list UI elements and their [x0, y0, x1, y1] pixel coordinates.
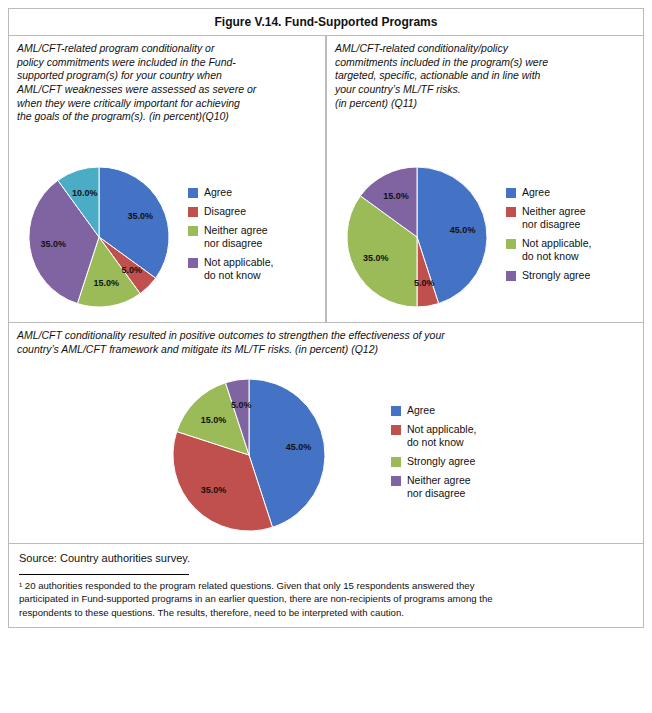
svg-text:35.0%: 35.0%: [127, 211, 153, 221]
html-text:AML/CFT-related program condit: AML/CFT-related program conditionality o…: [17, 42, 257, 123]
html-text:Agree: Agree: [522, 186, 550, 198]
html-text:Not applicable, do not know: Not applicable, do not know: [204, 256, 274, 281]
svg-text:35.0%: 35.0%: [201, 485, 227, 495]
html-text:¹ 20 authorities responded to: ¹ 20 authorities responded to the progra…: [19, 580, 493, 618]
html-text:Neither agree nor disagree: Neither agree nor disagree: [407, 474, 471, 499]
html-text:Neither agree nor disagree: Neither agree nor disagree: [204, 224, 268, 249]
html-text:Not applicable, do not know: Not applicable, do not know: [407, 423, 477, 448]
html-text:Source: Country authorities su: Source: Country authorities survey.: [19, 552, 190, 564]
html-text:AML/CFT-related conditionality: AML/CFT-related conditionality/policy co…: [335, 42, 548, 109]
html-text:Not applicable, do not know: Not applicable, do not know: [522, 237, 592, 262]
html-text:Strongly agree: Strongly agree: [522, 269, 591, 281]
html-text:Neither agree nor disagree: Neither agree nor disagree: [522, 205, 586, 230]
svg-text:15.0%: 15.0%: [383, 191, 409, 201]
svg-text:35.0%: 35.0%: [363, 253, 389, 263]
svg-text:35.0%: 35.0%: [41, 239, 67, 249]
svg-text:10.0%: 10.0%: [72, 188, 98, 198]
html-text:Disagree: Disagree: [204, 205, 246, 217]
html-text:AML/CFT conditionality resulte: AML/CFT conditionality resulted in posit…: [17, 329, 445, 355]
html-text:Figure V.14. Fund-Supported Pr: Figure V.14. Fund-Supported Programs: [214, 15, 438, 29]
html-text:Strongly agree: Strongly agree: [407, 455, 476, 467]
svg-text:45.0%: 45.0%: [286, 442, 312, 452]
svg-text:5.0%: 5.0%: [231, 400, 252, 410]
svg-text:45.0%: 45.0%: [450, 225, 476, 235]
html-text:Agree: Agree: [407, 404, 435, 416]
svg-text:15.0%: 15.0%: [93, 278, 119, 288]
html-text:Agree: Agree: [204, 186, 232, 198]
svg-text:5.0%: 5.0%: [121, 265, 142, 275]
svg-text:15.0%: 15.0%: [201, 415, 227, 425]
svg-text:5.0%: 5.0%: [414, 278, 435, 288]
